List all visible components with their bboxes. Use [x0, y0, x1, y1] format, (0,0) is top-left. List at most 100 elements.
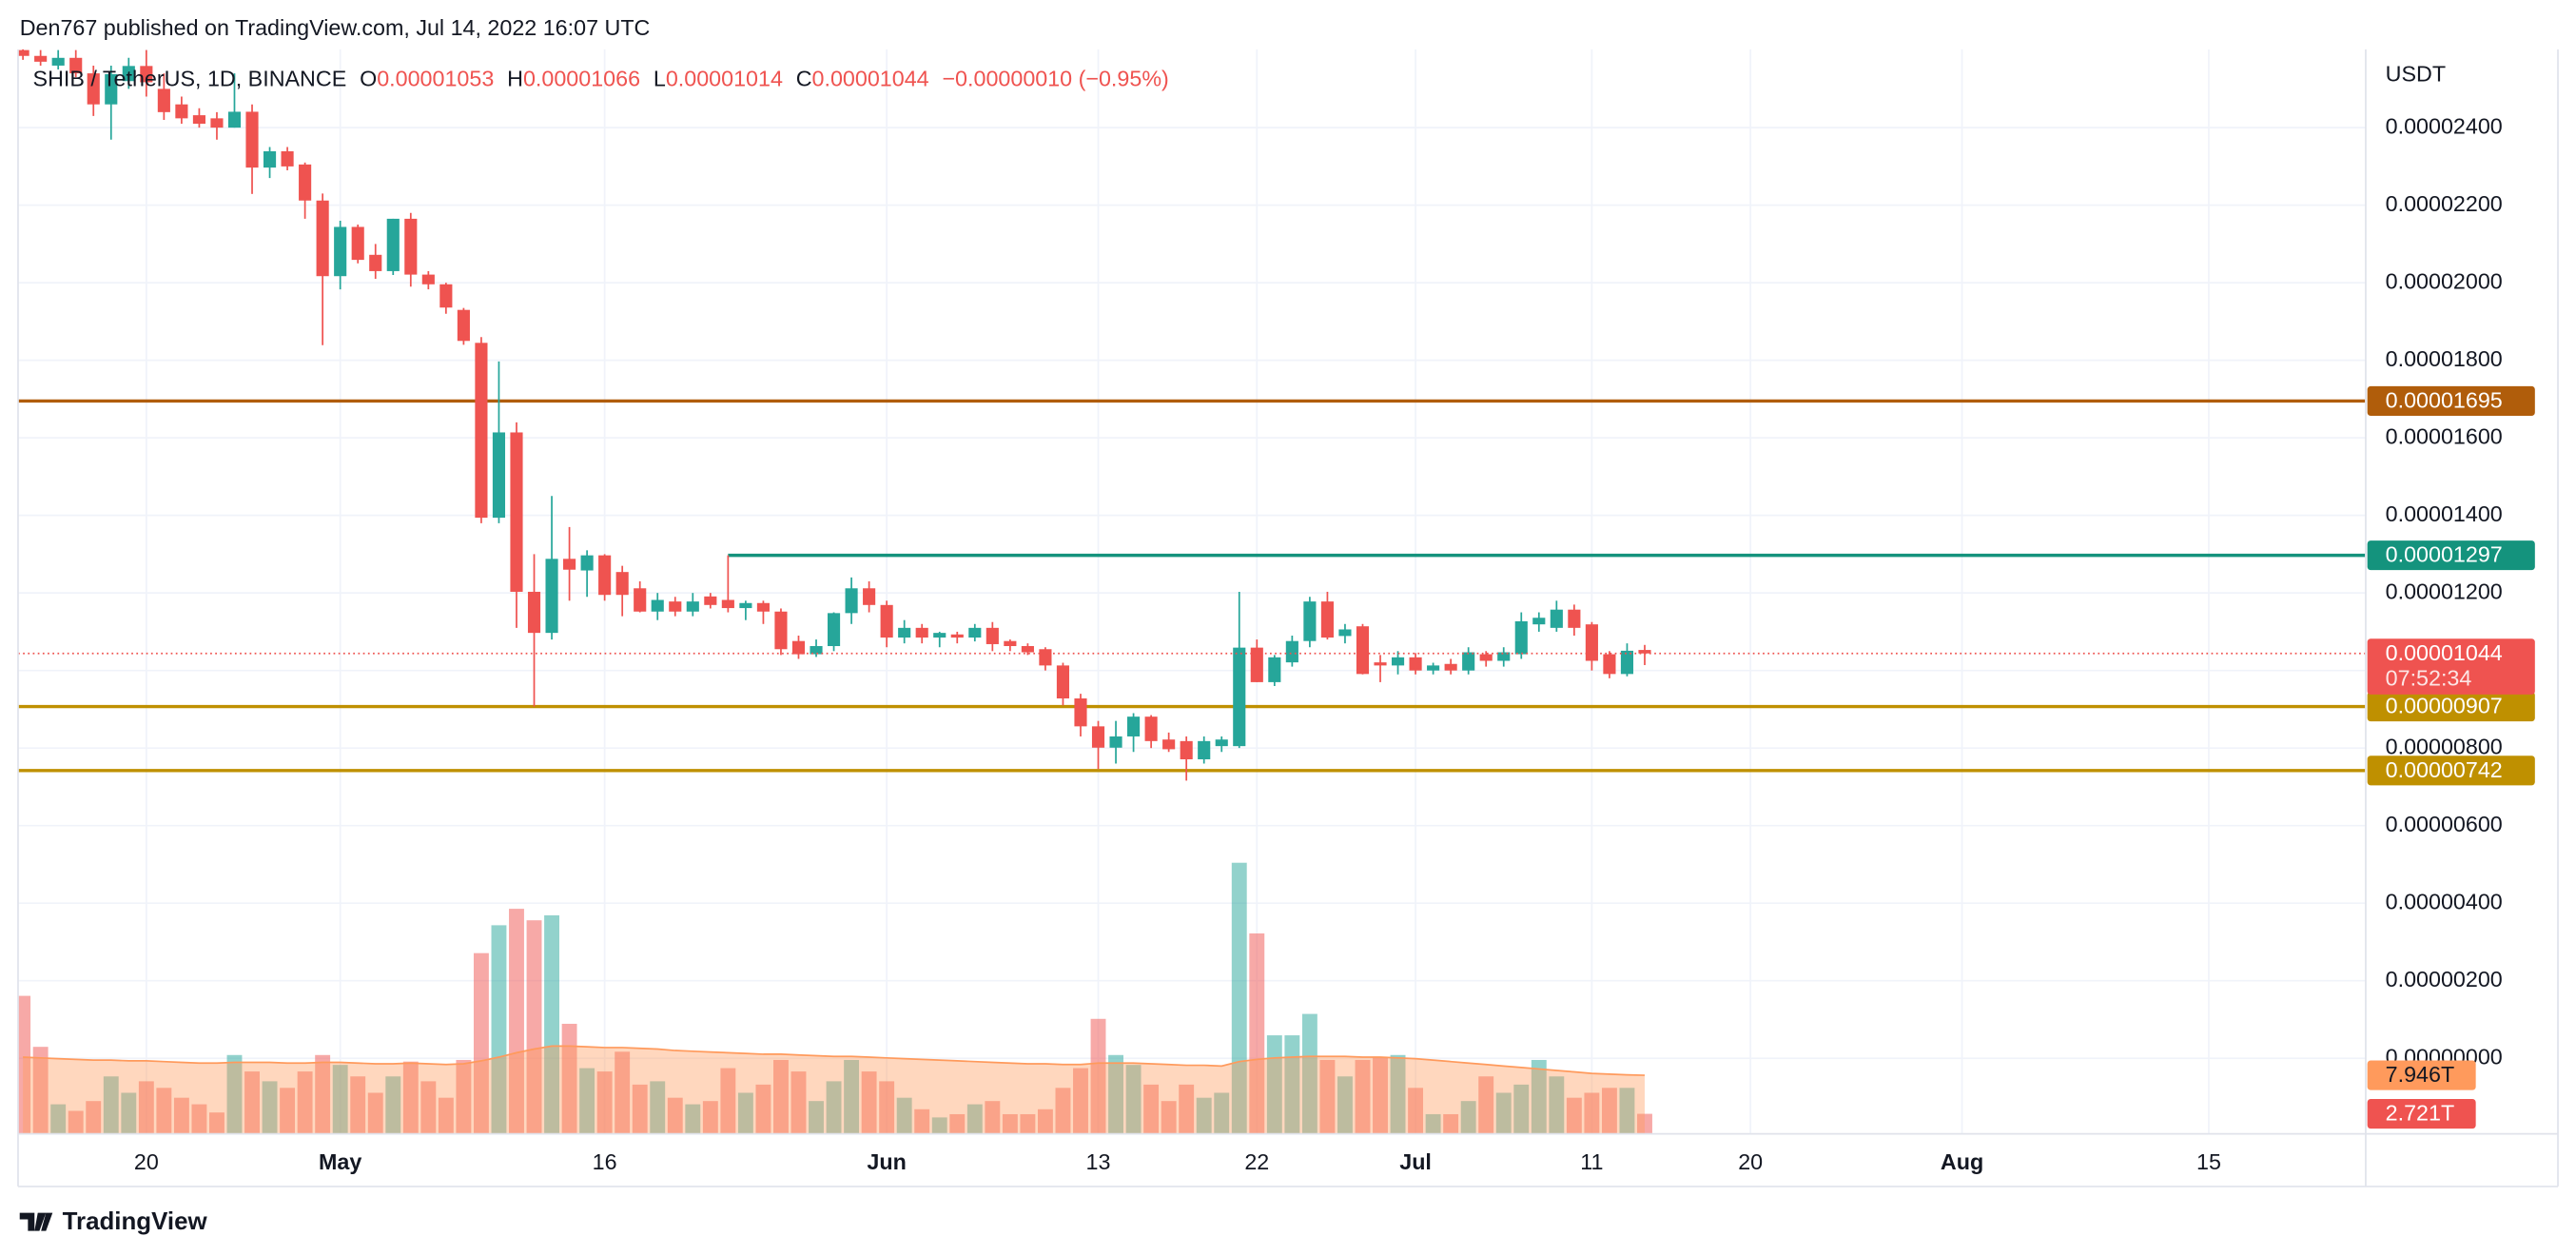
volume-bar: [1196, 1097, 1212, 1134]
volume-bar: [737, 1092, 753, 1134]
brand: TradingView: [63, 1208, 208, 1235]
volume-bar: [1143, 1084, 1160, 1134]
volume-bar: [1214, 1092, 1230, 1134]
candle-body: [475, 343, 488, 519]
candle-body: [1568, 609, 1581, 628]
candle-body: [316, 200, 329, 277]
axes: 0.000000000.000002000.000004000.00000600…: [134, 113, 2535, 1174]
candle-body: [1109, 736, 1122, 748]
candle-body: [1462, 652, 1475, 671]
candle-body: [986, 627, 999, 644]
volume-bar: [1531, 1059, 1547, 1134]
volume-bar: [1549, 1076, 1565, 1134]
candle-body: [580, 555, 594, 571]
candle-body: [1127, 716, 1141, 736]
candle-body: [1303, 601, 1317, 641]
candle-body: [1409, 657, 1422, 671]
volume-bar: [473, 952, 489, 1134]
candle-body: [1320, 601, 1334, 638]
candle-body: [439, 284, 453, 308]
y-tick-label: 0.00002200: [2386, 191, 2503, 216]
candle-body: [175, 104, 188, 119]
candle-body: [1198, 740, 1211, 760]
volume-bar: [1390, 1054, 1406, 1134]
volume-ma-line: [23, 1045, 1646, 1076]
volume-bar: [121, 1092, 137, 1134]
candle-body: [1180, 740, 1193, 760]
volume-ma-area: [23, 1046, 1645, 1134]
ohlc-value: 0.00001044: [812, 67, 929, 91]
volume-bar: [103, 1076, 119, 1134]
candle-body: [87, 73, 100, 105]
candle-body: [950, 634, 964, 638]
x-tick-label: Aug: [1941, 1149, 1983, 1174]
candle-body: [669, 601, 682, 612]
y-tick-label: 0.00002000: [2386, 268, 2503, 293]
volume-bar: [702, 1101, 718, 1134]
y-tick-label: 0.00001600: [2386, 423, 2503, 448]
candle-body: [845, 588, 858, 614]
candle-body: [1444, 663, 1457, 671]
volume-bar: [650, 1081, 666, 1134]
candle-body: [1004, 640, 1017, 647]
candle-body: [1268, 657, 1281, 682]
candle-body: [17, 49, 29, 56]
candle-body: [880, 604, 893, 638]
candle-body: [122, 66, 135, 82]
volume-bar: [1231, 862, 1247, 1134]
volume-bar: [561, 1023, 577, 1134]
ohlc-letter: O: [360, 67, 377, 91]
y-tick-label: 0.00000800: [2386, 734, 2503, 758]
candle-body: [1620, 650, 1634, 675]
candle-body: [1338, 629, 1352, 637]
volume-bar: [209, 1112, 224, 1134]
candle-body: [739, 602, 752, 609]
volume-bar: [1513, 1084, 1530, 1134]
candle-body: [634, 588, 647, 612]
volume-bar: [579, 1068, 595, 1134]
symbol-legend: SHIB / TetherUS, 1D, BINANCE O0.00001053 H…: [33, 67, 1169, 91]
volume-bar: [173, 1097, 189, 1134]
volume-bar: [456, 1059, 472, 1134]
volume-bar: [1584, 1092, 1600, 1134]
volume-bar: [1073, 1068, 1088, 1134]
countdown: 07:52:34: [2386, 666, 2472, 691]
candle-body: [1056, 665, 1070, 699]
candle-body: [227, 111, 242, 128]
candle-body: [404, 218, 418, 275]
candle-body: [69, 57, 83, 74]
candle-body: [1427, 665, 1440, 671]
candle-body: [1532, 618, 1546, 625]
volume-bar: [297, 1071, 313, 1134]
volume-bar: [720, 1068, 736, 1134]
volume-bar: [191, 1104, 207, 1134]
candle-body: [545, 559, 558, 634]
volume-bar: [1337, 1076, 1353, 1134]
candle-body: [791, 640, 806, 655]
volume-bar: [966, 1104, 983, 1134]
y-tick-label: 0.00000600: [2386, 812, 2503, 836]
candle-body: [1374, 662, 1387, 666]
ohlc-letter: L: [654, 67, 666, 91]
candle-body: [1638, 650, 1651, 654]
volume-bar: [1637, 1113, 1652, 1134]
candle-body: [263, 151, 277, 168]
ohlc-letter: C: [796, 67, 812, 91]
candle-body: [651, 599, 664, 612]
volume-bar: [315, 1054, 331, 1134]
volume-bar: [1425, 1113, 1441, 1134]
price-pane: [17, 49, 2366, 781]
x-tick-label: 16: [593, 1149, 617, 1174]
volume-bar: [262, 1081, 278, 1134]
x-tick-label: 20: [1738, 1149, 1763, 1174]
candle-body: [1514, 620, 1528, 655]
candle-body: [1550, 609, 1563, 628]
candle-body: [1356, 626, 1370, 675]
volume-bar: [1619, 1088, 1635, 1134]
grid: [17, 49, 2366, 1134]
volume-bar: [138, 1081, 154, 1134]
volume-bar: [350, 1076, 366, 1134]
candle-body: [756, 602, 770, 612]
